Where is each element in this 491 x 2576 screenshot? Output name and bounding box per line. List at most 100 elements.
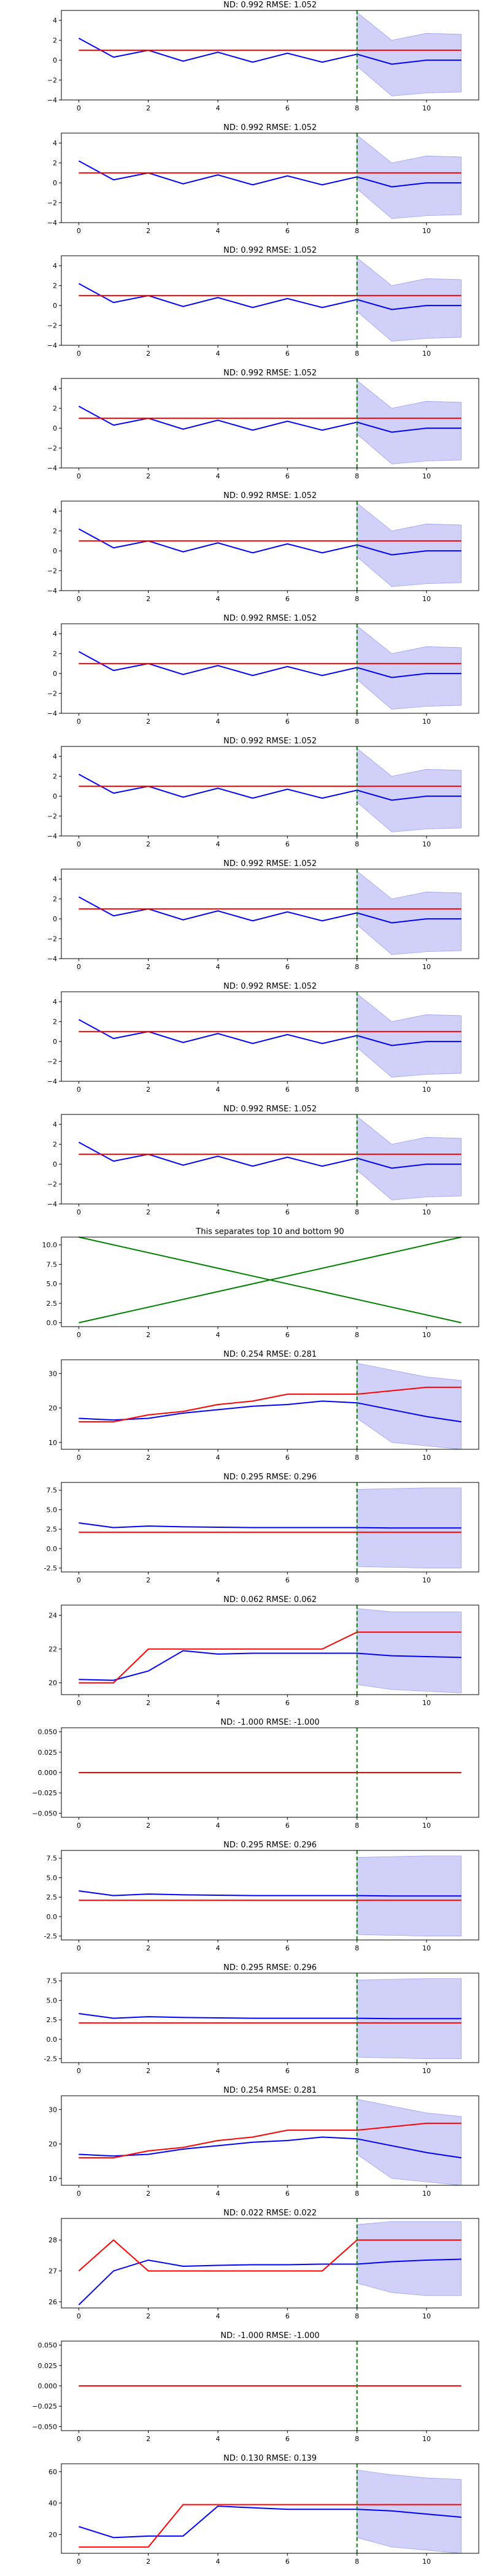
x-tick-label: 10 bbox=[422, 1331, 431, 1339]
x-tick-label: 6 bbox=[285, 718, 290, 726]
x-tick-label: 6 bbox=[285, 227, 290, 235]
x-tick-label: 4 bbox=[216, 472, 220, 480]
y-tick-label: 30 bbox=[48, 1370, 57, 1378]
x-tick-label: 2 bbox=[146, 1331, 150, 1339]
x-tick-label: 8 bbox=[355, 2558, 359, 2566]
y-tick-label: 0 bbox=[53, 179, 57, 187]
x-tick-label: 4 bbox=[216, 2558, 220, 2566]
chart-panel-1: ND: 0.992 RMSE: 1.052 0 2 4 6 8 10 −4 −2 0 2 4 bbox=[47, 1, 479, 112]
chart-panel-9: ND: 0.992 RMSE: 1.052 0 2 4 6 8 10 −4 −2 0 2 4 bbox=[47, 982, 479, 1094]
chart-panel-20: ND: -1.000 RMSE: -1.000 0 2 4 6 8 10 −0.050 −0.0… bbox=[32, 2331, 479, 2443]
x-tick-label: 4 bbox=[216, 1576, 220, 1584]
y-tick-label: −0.050 bbox=[32, 2423, 57, 2431]
x-tick-label: 6 bbox=[285, 2435, 290, 2443]
x-tick-label: 2 bbox=[146, 227, 150, 235]
x-tick-label: 4 bbox=[216, 2190, 220, 2198]
axes-frame bbox=[61, 255, 479, 346]
chart-panel-18: ND: 0.254 RMSE: 0.281 0 2 4 6 8 10 10 20 30 bbox=[48, 2086, 479, 2198]
chart-panel-15: ND: -1.000 RMSE: -1.000 0 2 4 6 8 10 −0.050 −0.0… bbox=[32, 1718, 479, 1830]
x-tick-label: 10 bbox=[422, 1208, 431, 1216]
y-tick-label: 2 bbox=[53, 282, 57, 290]
x-tick-label: 6 bbox=[285, 1086, 290, 1094]
x-tick-label: 6 bbox=[285, 350, 290, 358]
axes-frame bbox=[61, 2095, 479, 2186]
prediction-line bbox=[79, 2136, 462, 2159]
axes-frame bbox=[61, 1236, 479, 1327]
y-tick-label: 20 bbox=[48, 2141, 57, 2149]
x-tick-label: 4 bbox=[216, 718, 220, 726]
y-tick-label: 0 bbox=[53, 1038, 57, 1046]
x-tick-label: 8 bbox=[355, 2435, 359, 2443]
x-tick-label: 0 bbox=[77, 2312, 81, 2320]
prediction-line bbox=[79, 1650, 462, 1681]
x-tick-label: 4 bbox=[216, 2435, 220, 2443]
y-tick-label: 0 bbox=[53, 547, 57, 555]
target-line bbox=[78, 2239, 462, 2272]
chart-title: ND: 0.992 RMSE: 1.052 bbox=[223, 1105, 317, 1114]
x-tick-label: 2 bbox=[146, 1699, 150, 1707]
prediction-line bbox=[78, 528, 462, 556]
chart-title: ND: 0.295 RMSE: 0.296 bbox=[223, 1473, 317, 1482]
confidence-band bbox=[357, 870, 462, 955]
y-tick-label: -2.5 bbox=[44, 1933, 57, 1941]
x-tick-label: 4 bbox=[216, 1331, 220, 1339]
confidence-band bbox=[357, 1116, 462, 1200]
axes-frame bbox=[61, 378, 479, 469]
y-tick-label: 7.5 bbox=[47, 1487, 58, 1495]
y-tick-label: 0 bbox=[53, 56, 57, 64]
x-tick-label: 8 bbox=[355, 2067, 359, 2075]
y-tick-label: 40 bbox=[48, 2499, 57, 2507]
x-tick-label: 8 bbox=[355, 1086, 359, 1094]
chart-title: ND: 0.022 RMSE: 0.022 bbox=[223, 2209, 317, 2218]
axes-frame bbox=[61, 132, 479, 223]
x-tick-label: 4 bbox=[216, 1944, 220, 1952]
x-tick-label: 6 bbox=[285, 963, 290, 971]
prediction-line bbox=[78, 651, 462, 678]
x-tick-label: 2 bbox=[146, 718, 150, 726]
x-tick-label: 4 bbox=[216, 104, 220, 112]
confidence-band bbox=[357, 12, 462, 96]
x-tick-label: 10 bbox=[422, 595, 431, 603]
confidence-band bbox=[357, 993, 462, 1078]
x-tick-label: 10 bbox=[422, 1699, 431, 1707]
x-tick-label: 4 bbox=[216, 1822, 220, 1830]
confidence-band bbox=[357, 2221, 462, 2296]
y-tick-label: 7.5 bbox=[47, 1855, 58, 1863]
x-tick-label: 4 bbox=[216, 595, 220, 603]
axes-frame bbox=[61, 10, 479, 101]
chart-title: ND: 0.992 RMSE: 1.052 bbox=[223, 1, 317, 10]
y-tick-label: 4 bbox=[53, 753, 57, 761]
x-tick-label: 8 bbox=[355, 1208, 359, 1216]
confidence-band bbox=[357, 380, 462, 464]
axes-frame bbox=[61, 1114, 479, 1205]
x-tick-label: 4 bbox=[216, 1699, 220, 1707]
y-tick-label: -2.5 bbox=[44, 1565, 57, 1573]
x-tick-label: 10 bbox=[422, 472, 431, 480]
y-tick-label: 2 bbox=[53, 895, 57, 903]
chart-panel-11: This separates top 10 and bottom 90 0 2 4 6 8… bbox=[42, 1227, 479, 1339]
axes-frame bbox=[61, 2218, 479, 2309]
y-tick-label: 0.025 bbox=[38, 1749, 58, 1757]
y-tick-label: 4 bbox=[53, 1121, 57, 1129]
prediction-line bbox=[79, 1890, 462, 1897]
x-tick-label: 8 bbox=[355, 595, 359, 603]
y-tick-label: 5.0 bbox=[47, 1280, 58, 1288]
prediction-line bbox=[78, 896, 462, 924]
y-tick-label: 2 bbox=[53, 527, 57, 535]
y-tick-label: 0 bbox=[53, 670, 57, 678]
x-tick-label: 6 bbox=[285, 1331, 290, 1339]
x-tick-label: 10 bbox=[422, 227, 431, 235]
y-tick-label: 20 bbox=[48, 1679, 57, 1687]
confidence-band bbox=[357, 1608, 462, 1693]
y-tick-label: 60 bbox=[48, 2468, 57, 2476]
y-tick-label: −0.025 bbox=[32, 2402, 57, 2410]
prediction-line bbox=[78, 1141, 462, 1169]
axes-frame bbox=[61, 1359, 479, 1450]
chart-title: ND: 0.295 RMSE: 0.296 bbox=[223, 1963, 317, 1972]
y-tick-label: −2 bbox=[47, 690, 57, 698]
x-tick-label: 2 bbox=[146, 2558, 150, 2566]
x-tick-label: 0 bbox=[77, 2067, 81, 2075]
chart-panel-6: ND: 0.992 RMSE: 1.052 0 2 4 6 8 10 −4 −2 0 2 4 bbox=[47, 614, 479, 726]
